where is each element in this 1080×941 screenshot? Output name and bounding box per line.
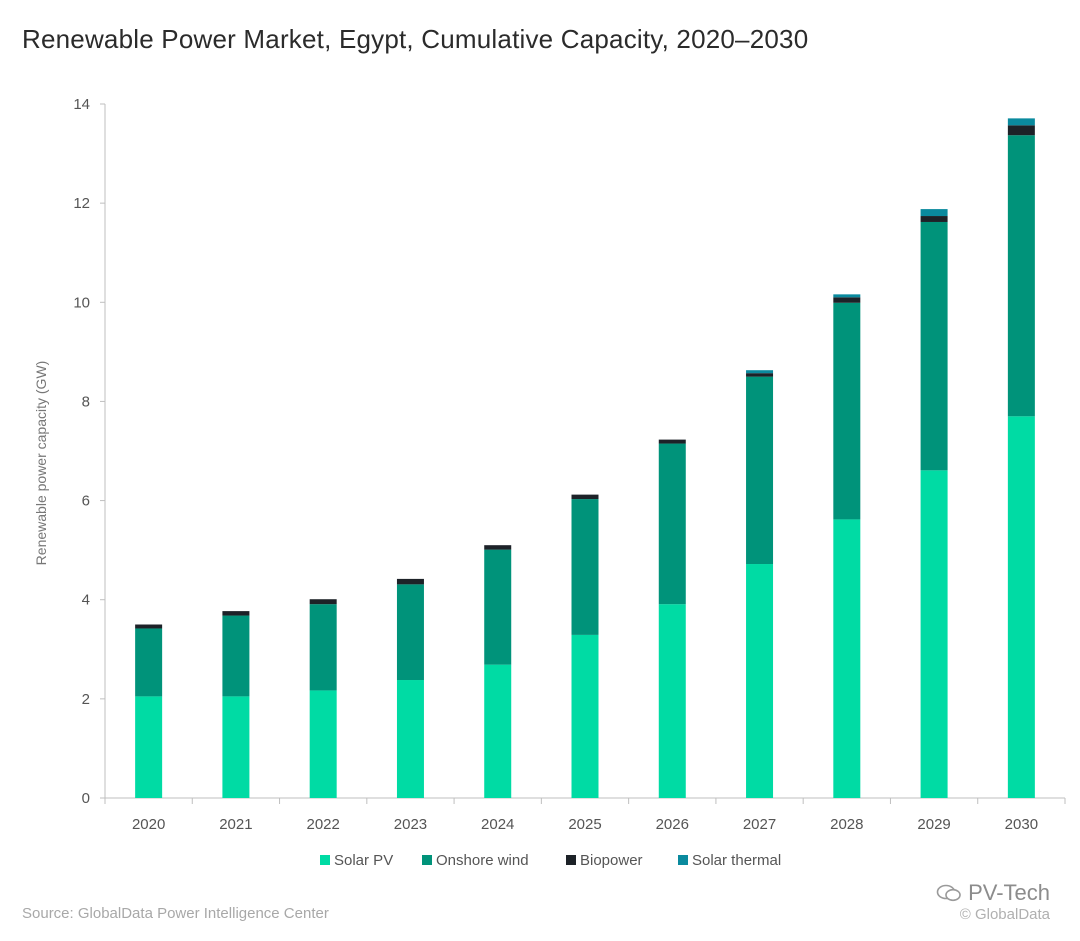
y-tick-label: 12: [73, 195, 90, 212]
bar-biopower-2020: [135, 624, 163, 629]
bars: [135, 118, 1035, 798]
legend-label-biopower: Biopower: [580, 852, 643, 869]
bar-solar-pv-2021: [222, 696, 250, 798]
watermark-copyright: © GlobalData: [959, 906, 1050, 923]
x-tick-label: 2022: [306, 816, 339, 833]
legend-swatch-solar-thermal: [678, 855, 688, 865]
bar-biopower-2026: [658, 439, 686, 444]
bar-solar-pv-2027: [746, 564, 774, 798]
bar-solar-pv-2030: [1007, 416, 1035, 798]
y-tick-label: 8: [82, 393, 90, 410]
y-tick-label: 10: [73, 294, 90, 311]
bar-biopower-2023: [396, 578, 424, 585]
bar-biopower-2024: [484, 545, 512, 550]
bar-solar-pv-2023: [396, 680, 424, 798]
bar-solar-pv-2024: [484, 664, 512, 798]
x-tick-label: 2024: [481, 816, 514, 833]
bar-onshore-wind-2024: [484, 549, 512, 665]
bar-onshore-wind-2022: [309, 604, 337, 691]
bar-biopower-2022: [309, 599, 337, 605]
source-note: Source: GlobalData Power Intelligence Ce…: [22, 905, 329, 922]
y-tick-label: 0: [82, 790, 90, 807]
bar-biopower-2027: [746, 373, 774, 377]
bar-onshore-wind-2025: [571, 499, 599, 635]
watermark-brand: PV-Tech: [968, 880, 1050, 905]
bar-solar-thermal-2029: [920, 209, 948, 217]
y-tick-label: 6: [82, 493, 90, 510]
x-tick-label: 2023: [394, 816, 427, 833]
bar-solar-pv-2025: [571, 634, 599, 798]
bar-onshore-wind-2021: [222, 615, 250, 697]
y-axis-label: Renewable power capacity (GW): [33, 361, 49, 566]
x-tick-label: 2030: [1005, 816, 1038, 833]
bar-solar-pv-2022: [309, 690, 337, 798]
bar-onshore-wind-2028: [833, 302, 861, 520]
axes: 0 2 4 6 8 10 12 14 Renewable power capacity (GW)…: [33, 96, 1066, 833]
legend: Solar PV Onshore wind Biopower Solar therma…: [320, 852, 781, 869]
legend-swatch-solar-pv: [320, 855, 330, 865]
bar-solar-pv-2020: [135, 696, 163, 798]
bar-onshore-wind-2023: [396, 584, 424, 681]
x-tick-label: 2021: [219, 816, 252, 833]
bar-onshore-wind-2020: [135, 628, 163, 697]
y-tick-label: 2: [82, 691, 90, 708]
bar-onshore-wind-2029: [920, 221, 948, 471]
bar-solar-pv-2029: [920, 470, 948, 798]
x-tick-label: 2028: [830, 816, 863, 833]
x-tick-label: 2020: [132, 816, 165, 833]
watermark: PV-Tech © GlobalData: [936, 880, 1050, 923]
bar-onshore-wind-2027: [746, 376, 774, 565]
x-tick-label: 2025: [568, 816, 601, 833]
bar-onshore-wind-2026: [658, 443, 686, 605]
bar-biopower-2030: [1007, 125, 1035, 136]
bar-solar-pv-2026: [658, 604, 686, 798]
bar-onshore-wind-2030: [1007, 135, 1035, 417]
x-tick-label: 2029: [917, 816, 950, 833]
legend-label-solar-pv: Solar PV: [334, 852, 393, 869]
y-tick-label: 14: [73, 96, 90, 113]
bar-biopower-2029: [920, 216, 948, 222]
bar-biopower-2025: [571, 494, 599, 500]
legend-swatch-onshore-wind: [422, 855, 432, 865]
chat-bubble-icon: [936, 884, 961, 902]
x-tick-label: 2027: [743, 816, 776, 833]
chart-title: Renewable Power Market, Egypt, Cumulativ…: [22, 24, 809, 54]
bar-solar-thermal-2030: [1007, 118, 1035, 126]
x-tick-label: 2026: [656, 816, 689, 833]
y-tick-label: 4: [82, 592, 90, 609]
bar-solar-thermal-2027: [746, 370, 774, 374]
bar-biopower-2028: [833, 297, 861, 303]
bar-solar-thermal-2028: [833, 294, 861, 298]
bar-solar-pv-2028: [833, 519, 861, 798]
legend-label-onshore-wind: Onshore wind: [436, 852, 529, 869]
bar-biopower-2021: [222, 611, 250, 616]
legend-label-solar-thermal: Solar thermal: [692, 852, 781, 869]
legend-swatch-biopower: [566, 855, 576, 865]
